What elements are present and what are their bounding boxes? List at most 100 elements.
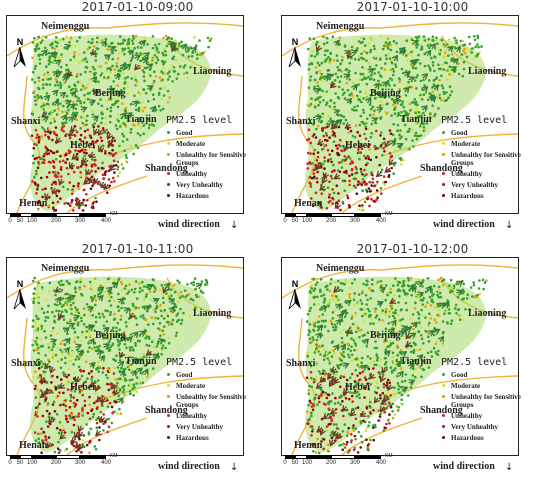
pm25-point [429, 112, 432, 115]
pm25-point [348, 206, 351, 209]
pm25-point [370, 122, 374, 126]
pm25-point [427, 340, 431, 343]
wind-direction-arrow-icon: ↓ [505, 220, 514, 231]
pm25-point [74, 290, 77, 294]
map-canvas [282, 22, 518, 213]
north-arrow-icon: N [288, 280, 302, 310]
pm25-point [75, 103, 78, 106]
wind-vector-icon [190, 46, 197, 53]
pm25-point [48, 171, 51, 174]
legend-label: Unhealthy [176, 170, 208, 178]
pm25-point [381, 180, 385, 184]
legend-item: Unhealthy for Sensitive Groups [166, 393, 246, 409]
pm25-point [403, 113, 407, 117]
pm25-point [37, 208, 40, 212]
pm25-point [75, 166, 79, 169]
pm25-point [160, 70, 163, 73]
wind-vector-icon [392, 97, 400, 105]
pm25-point [123, 123, 127, 126]
pm25-point [383, 68, 387, 71]
wind-vector-icon [80, 106, 88, 113]
pm25-point [337, 161, 341, 164]
pm25-point [167, 336, 170, 340]
pm25-point [66, 188, 70, 191]
pm25-point [83, 93, 86, 97]
pm25-point [112, 80, 115, 83]
pm25-point [35, 183, 39, 186]
pm25-point [391, 410, 394, 413]
pm25-point [404, 137, 408, 141]
pm25-point [374, 96, 377, 100]
pm25-point [385, 44, 388, 48]
pm25-point [379, 35, 383, 38]
pm25-point [162, 317, 166, 320]
pm25-point [162, 301, 165, 305]
wind-vector-icon [315, 45, 323, 53]
pm25-point [396, 382, 400, 385]
pm25-point [321, 162, 325, 166]
pm25-point [166, 41, 170, 45]
pm25-point [361, 290, 364, 293]
pm25-point [65, 310, 68, 313]
pm25-point [33, 181, 37, 185]
pm25-point [425, 119, 429, 123]
region-neimenggu: Neimenggu [41, 21, 90, 32]
pm25-point [69, 399, 72, 403]
pm25-point [121, 71, 125, 75]
pm25-point [94, 447, 98, 451]
scale-bar: 0 50 100 200 300 400 KM [281, 211, 411, 231]
pm25-point [370, 131, 373, 135]
pm25-point [124, 107, 128, 110]
pm25-point [314, 191, 318, 195]
pm25-point [82, 60, 85, 63]
pm25-point [111, 154, 115, 158]
pm25-point [75, 89, 78, 93]
legend-item: Moderate [166, 382, 246, 390]
pm25-point [373, 55, 377, 58]
legend-item: Unhealthy [166, 170, 246, 178]
pm25-point [352, 391, 355, 395]
pm25-point [472, 281, 475, 284]
pm25-point [319, 76, 323, 80]
wind-vector-icon [333, 39, 340, 47]
legend-title: PM2.5 level [441, 115, 508, 126]
pm25-point [153, 318, 157, 321]
pm25-point [349, 399, 353, 402]
pm25-point [355, 330, 358, 334]
pm25-point [75, 152, 79, 156]
pm25-point [133, 124, 136, 127]
pm25-point [119, 339, 122, 343]
pm25-point [357, 430, 361, 434]
wind-vector-icon [108, 87, 116, 95]
pm25-point [84, 70, 87, 74]
pm25-point [121, 140, 125, 143]
scale-tick-label: 0 [8, 460, 12, 466]
pm25-point [75, 75, 78, 78]
pm25-point [309, 370, 313, 374]
pm25-point [104, 61, 108, 65]
pm25-point [154, 50, 158, 54]
pm25-point [146, 375, 149, 379]
pm25-point [441, 283, 445, 287]
pm25-point [332, 423, 336, 426]
pm25-point [115, 65, 119, 68]
wind-vector-icon [92, 115, 99, 123]
pm25-point [59, 403, 62, 407]
pm25-point [138, 356, 142, 360]
pm25-point [380, 131, 383, 134]
region-beijing: Beijing [370, 88, 401, 99]
pm25-point [144, 337, 147, 340]
pm25-point [176, 279, 179, 282]
pm25-point [366, 331, 370, 334]
pm25-point [462, 44, 465, 47]
pm25-point [325, 134, 329, 137]
scale-segment [10, 213, 20, 217]
pm25-point [162, 66, 166, 70]
pm25-point [158, 288, 162, 292]
pm25-point [399, 349, 403, 352]
legend-label: Hazardous [451, 434, 484, 442]
pm25-point [427, 64, 430, 67]
pm25-point [126, 92, 130, 96]
pm25-point [178, 296, 182, 300]
pm25-point [90, 370, 93, 373]
